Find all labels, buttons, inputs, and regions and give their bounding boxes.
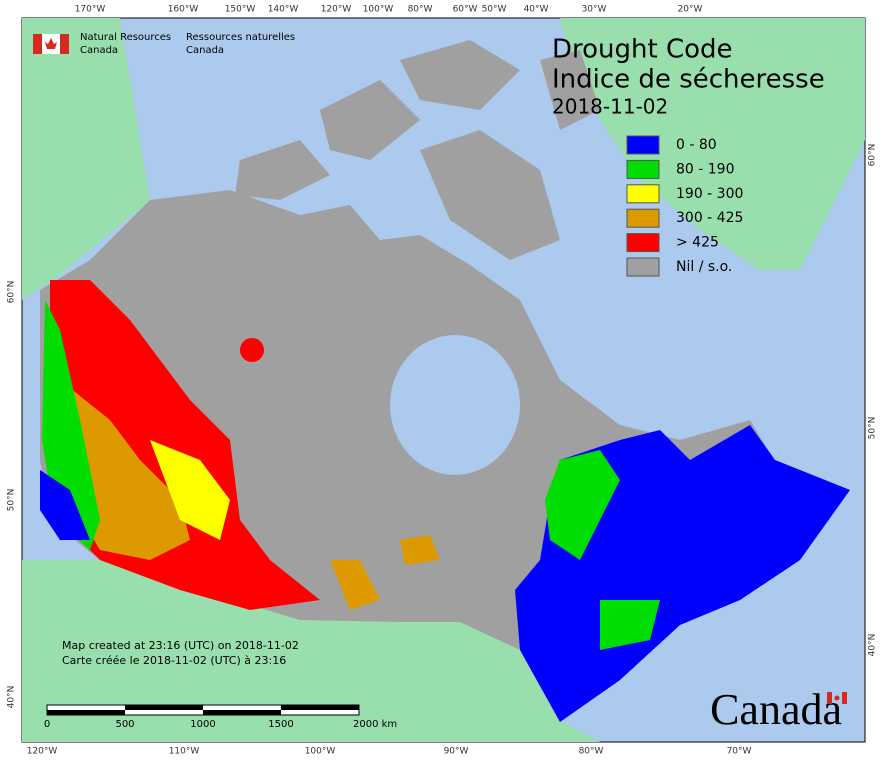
longitude-label: 80°W: [579, 747, 604, 757]
longitude-label: 170°W: [75, 5, 106, 15]
usa: [22, 560, 600, 742]
wordmark: Canada: [710, 685, 842, 734]
scale-segment: [203, 710, 281, 715]
longitude-label: 100°W: [363, 5, 394, 15]
legend-swatch: [626, 159, 660, 179]
flag-left: [827, 692, 832, 704]
title-fr: Indice de sécheresse: [552, 65, 825, 95]
arctic-islands: [235, 40, 600, 260]
graticule-labels: 170°W 160°W 150°W 140°W 120°W 100°W 80°W 60°W 50…: [7, 5, 878, 757]
legend-swatch: [626, 208, 660, 228]
legend-swatch: [626, 257, 660, 277]
agency-fr: Canada: [186, 45, 224, 56]
legend-label: 80 - 190: [676, 161, 735, 177]
alaska: [22, 18, 150, 300]
map-date: 2018-11-02: [552, 95, 668, 119]
legend: 0 - 80 80 - 190 190 - 300 300 - 425 > 425 Nil…: [626, 135, 743, 277]
latitude-label: 60°N: [7, 281, 17, 304]
longitude-label: 20°W: [678, 5, 703, 15]
legend-label: Nil / s.o.: [676, 259, 732, 275]
scale-label: 1500: [268, 719, 293, 730]
scale-bar: [46, 704, 360, 716]
scale-labels: 0 500 1000 1500 2000 km: [44, 719, 397, 730]
wordmark-flag: [827, 692, 847, 704]
scale-segment: [125, 705, 203, 710]
longitude-label: 50°W: [482, 5, 507, 15]
longitude-label: 150°W: [225, 5, 256, 15]
agency-fr: Ressources naturelles: [186, 32, 295, 43]
flag-right: [60, 34, 69, 54]
drought-areas: [40, 280, 850, 722]
longitude-label: 70°W: [727, 747, 752, 757]
flag-right: [842, 692, 847, 704]
scale-label: 0: [44, 719, 50, 730]
scale-segment: [47, 710, 125, 715]
east-green: [545, 450, 660, 650]
hudson-bay: [390, 335, 520, 475]
nwt-red: [240, 338, 264, 362]
prairie-orange: [330, 535, 440, 610]
scale-segment: [281, 705, 359, 710]
latitude-label: 60°N: [868, 144, 878, 167]
latitude-label: 50°N: [7, 489, 17, 512]
agency-en: Canada: [80, 45, 118, 56]
legend-swatch: [626, 233, 660, 253]
agency-en: Natural Resources: [80, 32, 171, 43]
longitude-label: 160°W: [168, 5, 199, 15]
longitude-label: 140°W: [268, 5, 299, 15]
longitude-label: 110°W: [169, 747, 200, 757]
footer-en: Map created at 23:16 (UTC) on 2018-11-02: [62, 639, 299, 652]
latitude-label: 40°N: [868, 634, 878, 657]
longitude-label: 120°W: [27, 747, 58, 757]
logo: Natural Resources Canada Ressources natu…: [33, 32, 295, 56]
longitude-label: 120°W: [321, 5, 352, 15]
scale-label: 500: [115, 719, 134, 730]
legend-label: > 425: [676, 235, 719, 251]
scale-label: 1000: [190, 719, 215, 730]
latitude-label: 40°N: [7, 686, 17, 709]
flag-left: [33, 34, 42, 54]
west-yellow: [150, 440, 230, 540]
coast-blue: [40, 470, 90, 540]
legend-label: 0 - 80: [676, 137, 717, 153]
latitude-label: 50°N: [868, 417, 878, 440]
legend-label: 300 - 425: [676, 210, 743, 226]
legend-swatch: [626, 184, 660, 204]
scale-label: 2000 km: [353, 719, 397, 730]
greenland: [560, 18, 865, 270]
maple-leaf: [834, 695, 840, 701]
footer-fr: Carte créée le 2018-11-02 (UTC) à 23:16: [62, 654, 286, 667]
legend-swatch: [626, 135, 660, 155]
title-en: Drought Code: [552, 35, 733, 65]
longitude-label: 40°W: [524, 5, 549, 15]
longitude-label: 30°W: [582, 5, 607, 15]
longitude-label: 90°W: [444, 747, 469, 757]
longitude-label: 80°W: [408, 5, 433, 15]
longitude-label: 60°W: [453, 5, 478, 15]
legend-label: 190 - 300: [676, 186, 743, 202]
longitude-label: 100°W: [305, 747, 336, 757]
maple-leaf: [45, 38, 57, 49]
